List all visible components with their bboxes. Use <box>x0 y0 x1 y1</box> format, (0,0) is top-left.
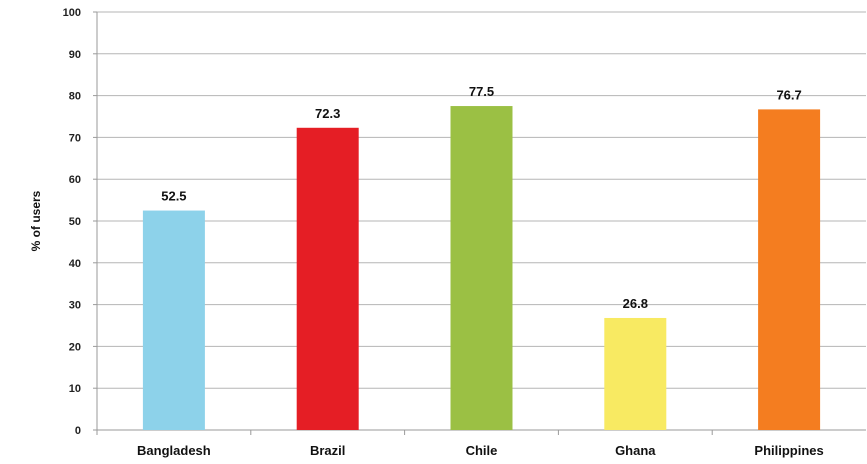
y-tick-label: 50 <box>69 216 81 228</box>
y-tick-label: 90 <box>69 49 81 61</box>
category-label-ghana: Ghana <box>615 443 656 458</box>
y-tick-label: 80 <box>69 91 81 103</box>
bar-brazil <box>296 127 359 430</box>
category-label-brazil: Brazil <box>310 443 345 458</box>
y-tick-label: 30 <box>69 300 81 312</box>
y-tick-labels: 0 10 20 30 40 50 60 70 80 90 100 <box>63 7 81 437</box>
bars <box>142 106 821 431</box>
category-labels: Bangladesh Brazil Chile Ghana Philippines <box>137 443 824 458</box>
bar-chile <box>450 106 513 431</box>
category-label-bangladesh: Bangladesh <box>137 443 211 458</box>
value-label-chile: 77.5 <box>469 84 494 99</box>
value-labels: 52.5 72.3 77.5 26.8 76.7 <box>161 84 802 311</box>
bar-ghana <box>604 317 667 430</box>
y-tick-label: 20 <box>69 341 81 353</box>
y-tick-label: 60 <box>69 174 81 186</box>
value-label-philippines: 76.7 <box>776 87 801 102</box>
category-label-philippines: Philippines <box>754 443 823 458</box>
value-label-brazil: 72.3 <box>315 106 340 121</box>
bar-philippines <box>758 109 821 431</box>
category-label-chile: Chile <box>466 443 498 458</box>
value-label-bangladesh: 52.5 <box>161 189 186 204</box>
bar-bangladesh <box>142 210 205 430</box>
y-tick-label: 100 <box>63 7 81 19</box>
y-tick-label: 40 <box>69 258 81 270</box>
y-axis-title: % of users <box>29 190 43 251</box>
y-tick-label: 70 <box>69 132 81 144</box>
y-tick-label: 0 <box>75 425 81 437</box>
y-tick-label: 10 <box>69 383 81 395</box>
value-label-ghana: 26.8 <box>623 296 648 311</box>
